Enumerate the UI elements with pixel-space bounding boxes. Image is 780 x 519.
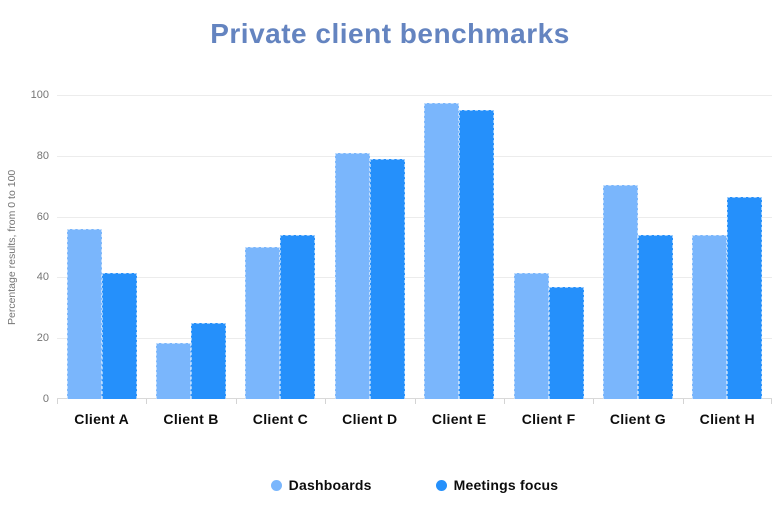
legend-item-dashboards[interactable]: Dashboards: [270, 477, 372, 493]
y-axis-title: Percentage results, from 0 to 100: [6, 169, 18, 325]
x-label-client-a: Client A: [74, 411, 130, 427]
x-tick-mark: [771, 399, 772, 404]
bar-dashboards-client-d[interactable]: [334, 153, 370, 399]
bar-meetings-focus-client-b[interactable]: [191, 323, 227, 399]
legend-label: Dashboards: [288, 477, 372, 493]
x-label-client-b: Client B: [163, 411, 219, 427]
bar-group-client-b: [146, 95, 235, 399]
bar-dashboards-client-a[interactable]: [66, 229, 102, 399]
bar-dashboards-client-h[interactable]: [692, 235, 728, 399]
chart-title: Private client benchmarks: [210, 18, 570, 49]
bar-meetings-focus-client-c[interactable]: [280, 235, 316, 399]
legend-item-meetings-focus[interactable]: Meetings focus: [435, 477, 559, 493]
x-label-client-c: Client C: [252, 411, 309, 427]
x-axis-labels: Client A Client B Client C Client D Client E…: [57, 411, 772, 427]
bar-group-client-d: [325, 95, 414, 399]
bar-meetings-focus-client-d[interactable]: [369, 159, 405, 399]
y-axis-tick-labels: 0 20 40 60 80 100: [20, 89, 49, 405]
bar-group-client-a: [57, 95, 146, 399]
gridline: [57, 216, 772, 218]
x-axis-line: [57, 398, 772, 399]
bar-meetings-focus-client-e[interactable]: [459, 110, 495, 399]
bar-dashboards-client-f[interactable]: [513, 273, 549, 399]
bar-dashboards-client-c[interactable]: [245, 247, 281, 399]
x-tick-mark: [325, 399, 326, 404]
gridline: [57, 155, 772, 157]
legend-marker-icon: [270, 479, 282, 491]
x-tick-mark: [415, 399, 416, 404]
bar-meetings-focus-client-g[interactable]: [637, 235, 673, 399]
bar-group-client-g: [593, 95, 682, 399]
bar-meetings-focus-client-a[interactable]: [101, 273, 137, 399]
x-label-client-e: Client E: [431, 411, 487, 427]
x-label-client-h: Client H: [699, 411, 755, 427]
bar-group-client-h: [683, 95, 772, 399]
x-tick-mark: [593, 399, 594, 404]
legend: Dashboards Meetings focus: [57, 477, 772, 493]
legend-label: Meetings focus: [453, 477, 559, 493]
bar-group-client-f: [504, 95, 593, 399]
x-label-client-d: Client D: [342, 411, 398, 427]
plot-area: [57, 95, 772, 404]
bar-dashboards-client-e[interactable]: [424, 103, 460, 399]
y-tick-label: 40: [36, 271, 49, 284]
x-tick-mark: [504, 399, 505, 404]
y-tick-label: 0: [42, 393, 49, 405]
bar-group-client-c: [236, 95, 325, 399]
x-label-client-g: Client G: [609, 411, 666, 427]
y-tick-label: 80: [36, 149, 49, 162]
x-label-client-f: Client F: [521, 411, 576, 427]
bar-group-client-e: [415, 95, 504, 399]
bar-meetings-focus-client-h[interactable]: [727, 197, 763, 399]
x-tick-mark: [236, 399, 237, 404]
y-tick-label: 100: [30, 89, 49, 101]
bar-groups: [57, 95, 772, 399]
bar-dashboards-client-b[interactable]: [156, 343, 192, 399]
bar-meetings-focus-client-f[interactable]: [548, 287, 584, 399]
bar-dashboards-client-g[interactable]: [602, 185, 638, 399]
legend-marker-icon: [435, 479, 447, 491]
gridline: [57, 277, 772, 279]
y-tick-label: 20: [36, 332, 49, 345]
gridline: [57, 338, 772, 340]
x-tick-mark: [683, 399, 684, 404]
x-tick-mark: [57, 399, 58, 404]
gridline: [57, 95, 772, 96]
y-tick-label: 60: [36, 210, 49, 223]
x-tick-mark: [146, 399, 147, 404]
